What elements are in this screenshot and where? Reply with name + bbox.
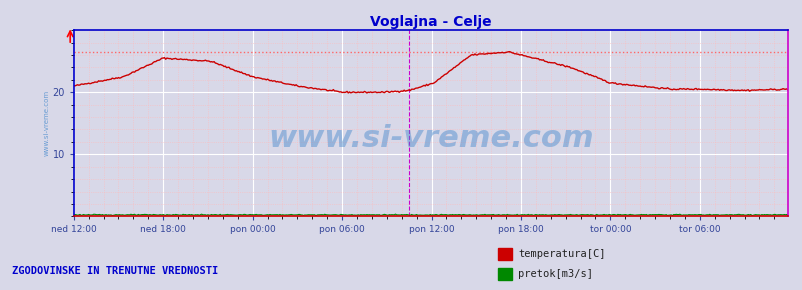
Text: temperatura[C]: temperatura[C] [517, 249, 605, 259]
Text: pretok[m3/s]: pretok[m3/s] [517, 269, 592, 279]
Title: Voglajna - Celje: Voglajna - Celje [370, 15, 491, 29]
Text: ZGODOVINSKE IN TRENUTNE VREDNOSTI: ZGODOVINSKE IN TRENUTNE VREDNOSTI [12, 266, 218, 276]
Text: www.si-vreme.com: www.si-vreme.com [268, 124, 593, 153]
Text: www.si-vreme.com: www.si-vreme.com [43, 90, 50, 156]
